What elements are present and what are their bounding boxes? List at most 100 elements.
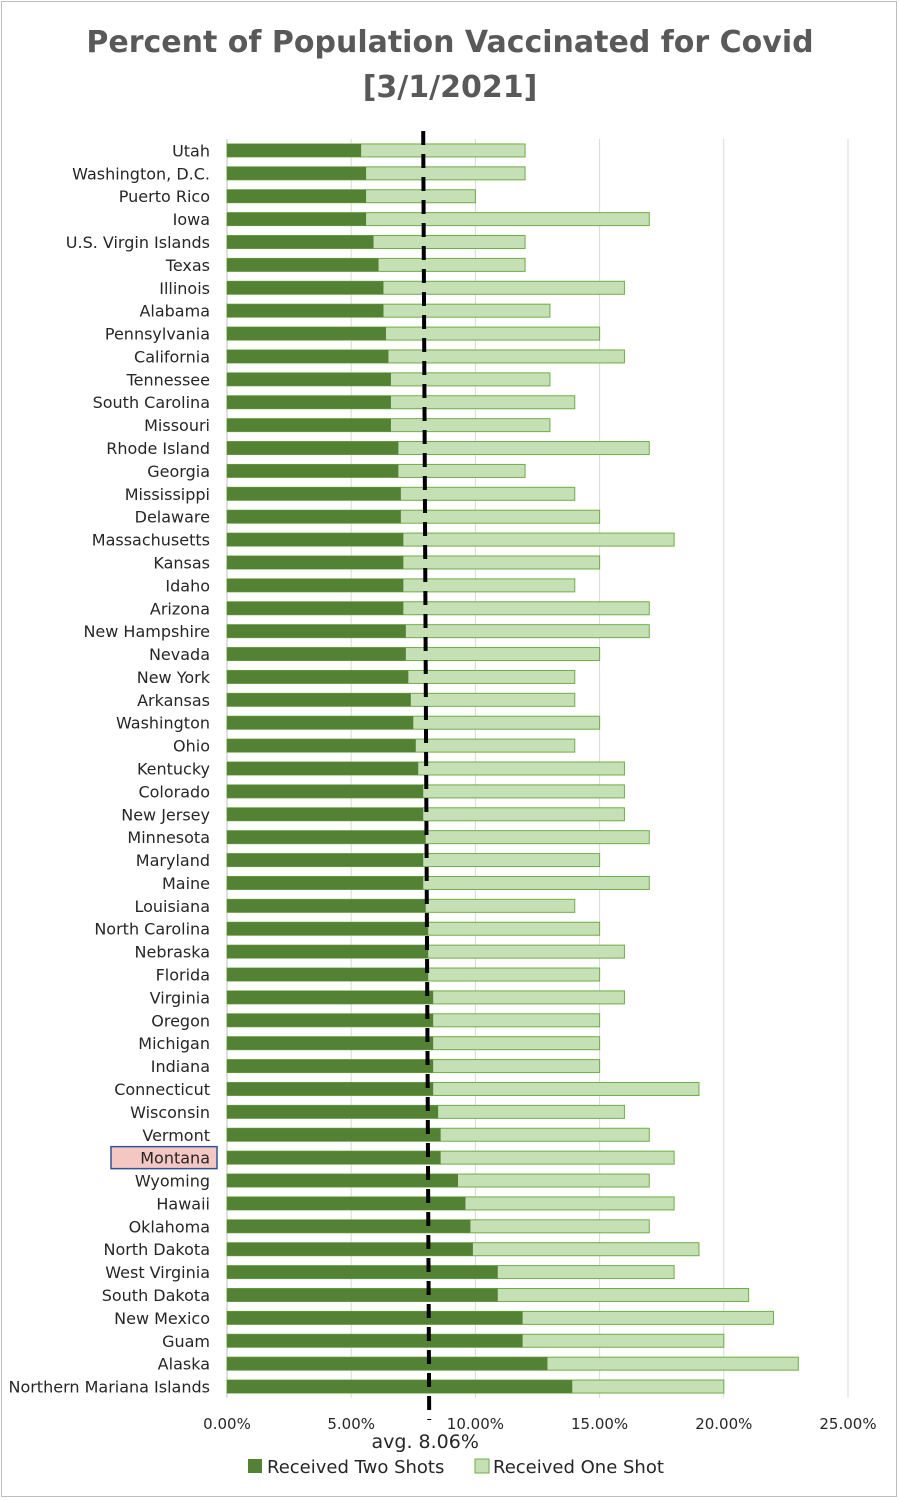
category-label: Tennessee (126, 370, 210, 389)
bar-two-shots (227, 143, 362, 157)
bar-two-shots (227, 739, 416, 753)
category-label: Kentucky (137, 760, 210, 779)
category-label: Hawaii (156, 1194, 210, 1213)
bar-two-shots (227, 235, 374, 249)
chart-title: Percent of Population Vaccinated for Cov… (86, 25, 813, 60)
bar-two-shots (227, 1151, 441, 1165)
category-label: Ohio (173, 737, 210, 756)
category-label: Missouri (144, 416, 210, 435)
category-label: Minnesota (127, 828, 210, 847)
bar-two-shots (227, 1128, 441, 1142)
bar-two-shots (227, 1242, 473, 1256)
category-label: Northern Mariana Islands (8, 1378, 210, 1397)
bar-two-shots (227, 899, 426, 913)
bar-two-shots (227, 1219, 471, 1233)
x-tick-label: 15.00% (571, 1415, 628, 1433)
bar-two-shots (227, 968, 429, 982)
category-label: New Hampshire (83, 622, 210, 641)
category-label: Connecticut (114, 1080, 210, 1099)
category-label: Maryland (136, 851, 210, 870)
grid-lines (226, 139, 849, 1398)
category-label: Alaska (158, 1355, 210, 1374)
category-label: U.S. Virgin Islands (66, 233, 210, 252)
bars-group (226, 143, 799, 1394)
category-label: Illinois (159, 279, 210, 298)
category-label: Massachusetts (92, 531, 210, 550)
category-label: Idaho (165, 576, 210, 595)
bar-two-shots (227, 693, 411, 707)
category-label: Oregon (151, 1011, 210, 1030)
category-label: New Jersey (121, 805, 210, 824)
bar-two-shots (227, 807, 424, 821)
bar-two-shots (227, 1311, 523, 1325)
x-tick-label: 10.00% (447, 1415, 504, 1433)
chart-subtitle: [3/1/2021] (363, 70, 538, 105)
average-line (421, 130, 432, 1421)
bar-two-shots (227, 555, 404, 569)
category-label: Guam (162, 1332, 210, 1351)
bar-two-shots (227, 418, 391, 432)
category-label: Indiana (151, 1057, 210, 1076)
bar-two-shots (227, 945, 429, 959)
bar-two-shots (227, 922, 429, 936)
category-label: Washington (116, 714, 210, 733)
category-label: Oklahoma (129, 1217, 210, 1236)
bar-two-shots (227, 189, 367, 203)
bar-two-shots (227, 1036, 434, 1050)
category-label: Iowa (173, 210, 210, 229)
bar-two-shots (227, 624, 406, 638)
legend: Received Two Shots Received One Shot (248, 1457, 664, 1478)
bar-two-shots (227, 487, 401, 501)
category-label: Wisconsin (130, 1103, 210, 1122)
bar-two-shots (227, 304, 384, 318)
legend-label-one-shot: Received One Shot (493, 1457, 664, 1478)
category-label: Pennsylvania (105, 325, 210, 344)
highlight-box (110, 1145, 218, 1170)
bar-two-shots (227, 441, 399, 455)
category-label: Alabama (139, 302, 210, 321)
category-label: Arizona (150, 599, 210, 618)
average-label: avg. 8.06% (372, 1431, 479, 1453)
category-label: Kansas (153, 553, 210, 572)
x-tick-label: 25.00% (819, 1415, 876, 1433)
bar-two-shots (227, 762, 419, 775)
x-axis-ticks: 0.00% 5.00% 10.00% 15.00% 20.00% 25.00% (203, 1415, 876, 1433)
bar-two-shots (227, 601, 404, 615)
category-labels: Utah Washington, D.C. Puerto Rico Iowa U.S. … (8, 141, 218, 1397)
bar-two-shots (227, 1288, 498, 1302)
bar-two-shots (227, 1265, 498, 1279)
bar-two-shots (227, 1380, 573, 1394)
bar-two-shots (227, 1174, 459, 1188)
bar-two-shots (227, 464, 399, 478)
legend-label-two-shots: Received Two Shots (267, 1457, 444, 1478)
category-label: Louisiana (134, 897, 210, 916)
bar-two-shots (227, 258, 379, 272)
bar-two-shots (227, 510, 401, 524)
category-label: California (134, 347, 210, 366)
bar-two-shots (227, 853, 424, 867)
category-label: Michigan (138, 1034, 210, 1053)
x-tick-label: 0.00% (203, 1415, 251, 1433)
legend-swatch-one-shot (474, 1458, 490, 1474)
category-label: North Carolina (94, 920, 210, 939)
bar-two-shots (227, 166, 367, 180)
bar-two-shots (227, 647, 406, 661)
category-label: Montana (140, 1149, 210, 1168)
category-label: Nevada (149, 645, 210, 664)
category-label: New York (137, 668, 211, 687)
category-label: Nebraska (135, 943, 210, 962)
category-label: Vermont (142, 1126, 210, 1145)
category-label: Mississippi (125, 485, 210, 504)
bar-two-shots (227, 578, 404, 592)
x-tick-label: 20.00% (695, 1415, 752, 1433)
category-label: Colorado (138, 782, 210, 801)
category-label: Puerto Rico (119, 187, 210, 206)
category-label: Utah (172, 141, 210, 160)
bar-two-shots (227, 281, 384, 295)
bar-two-shots (227, 784, 424, 798)
bar-two-shots (227, 1059, 434, 1073)
category-label: Florida (156, 966, 210, 985)
bar-two-shots (227, 212, 367, 226)
